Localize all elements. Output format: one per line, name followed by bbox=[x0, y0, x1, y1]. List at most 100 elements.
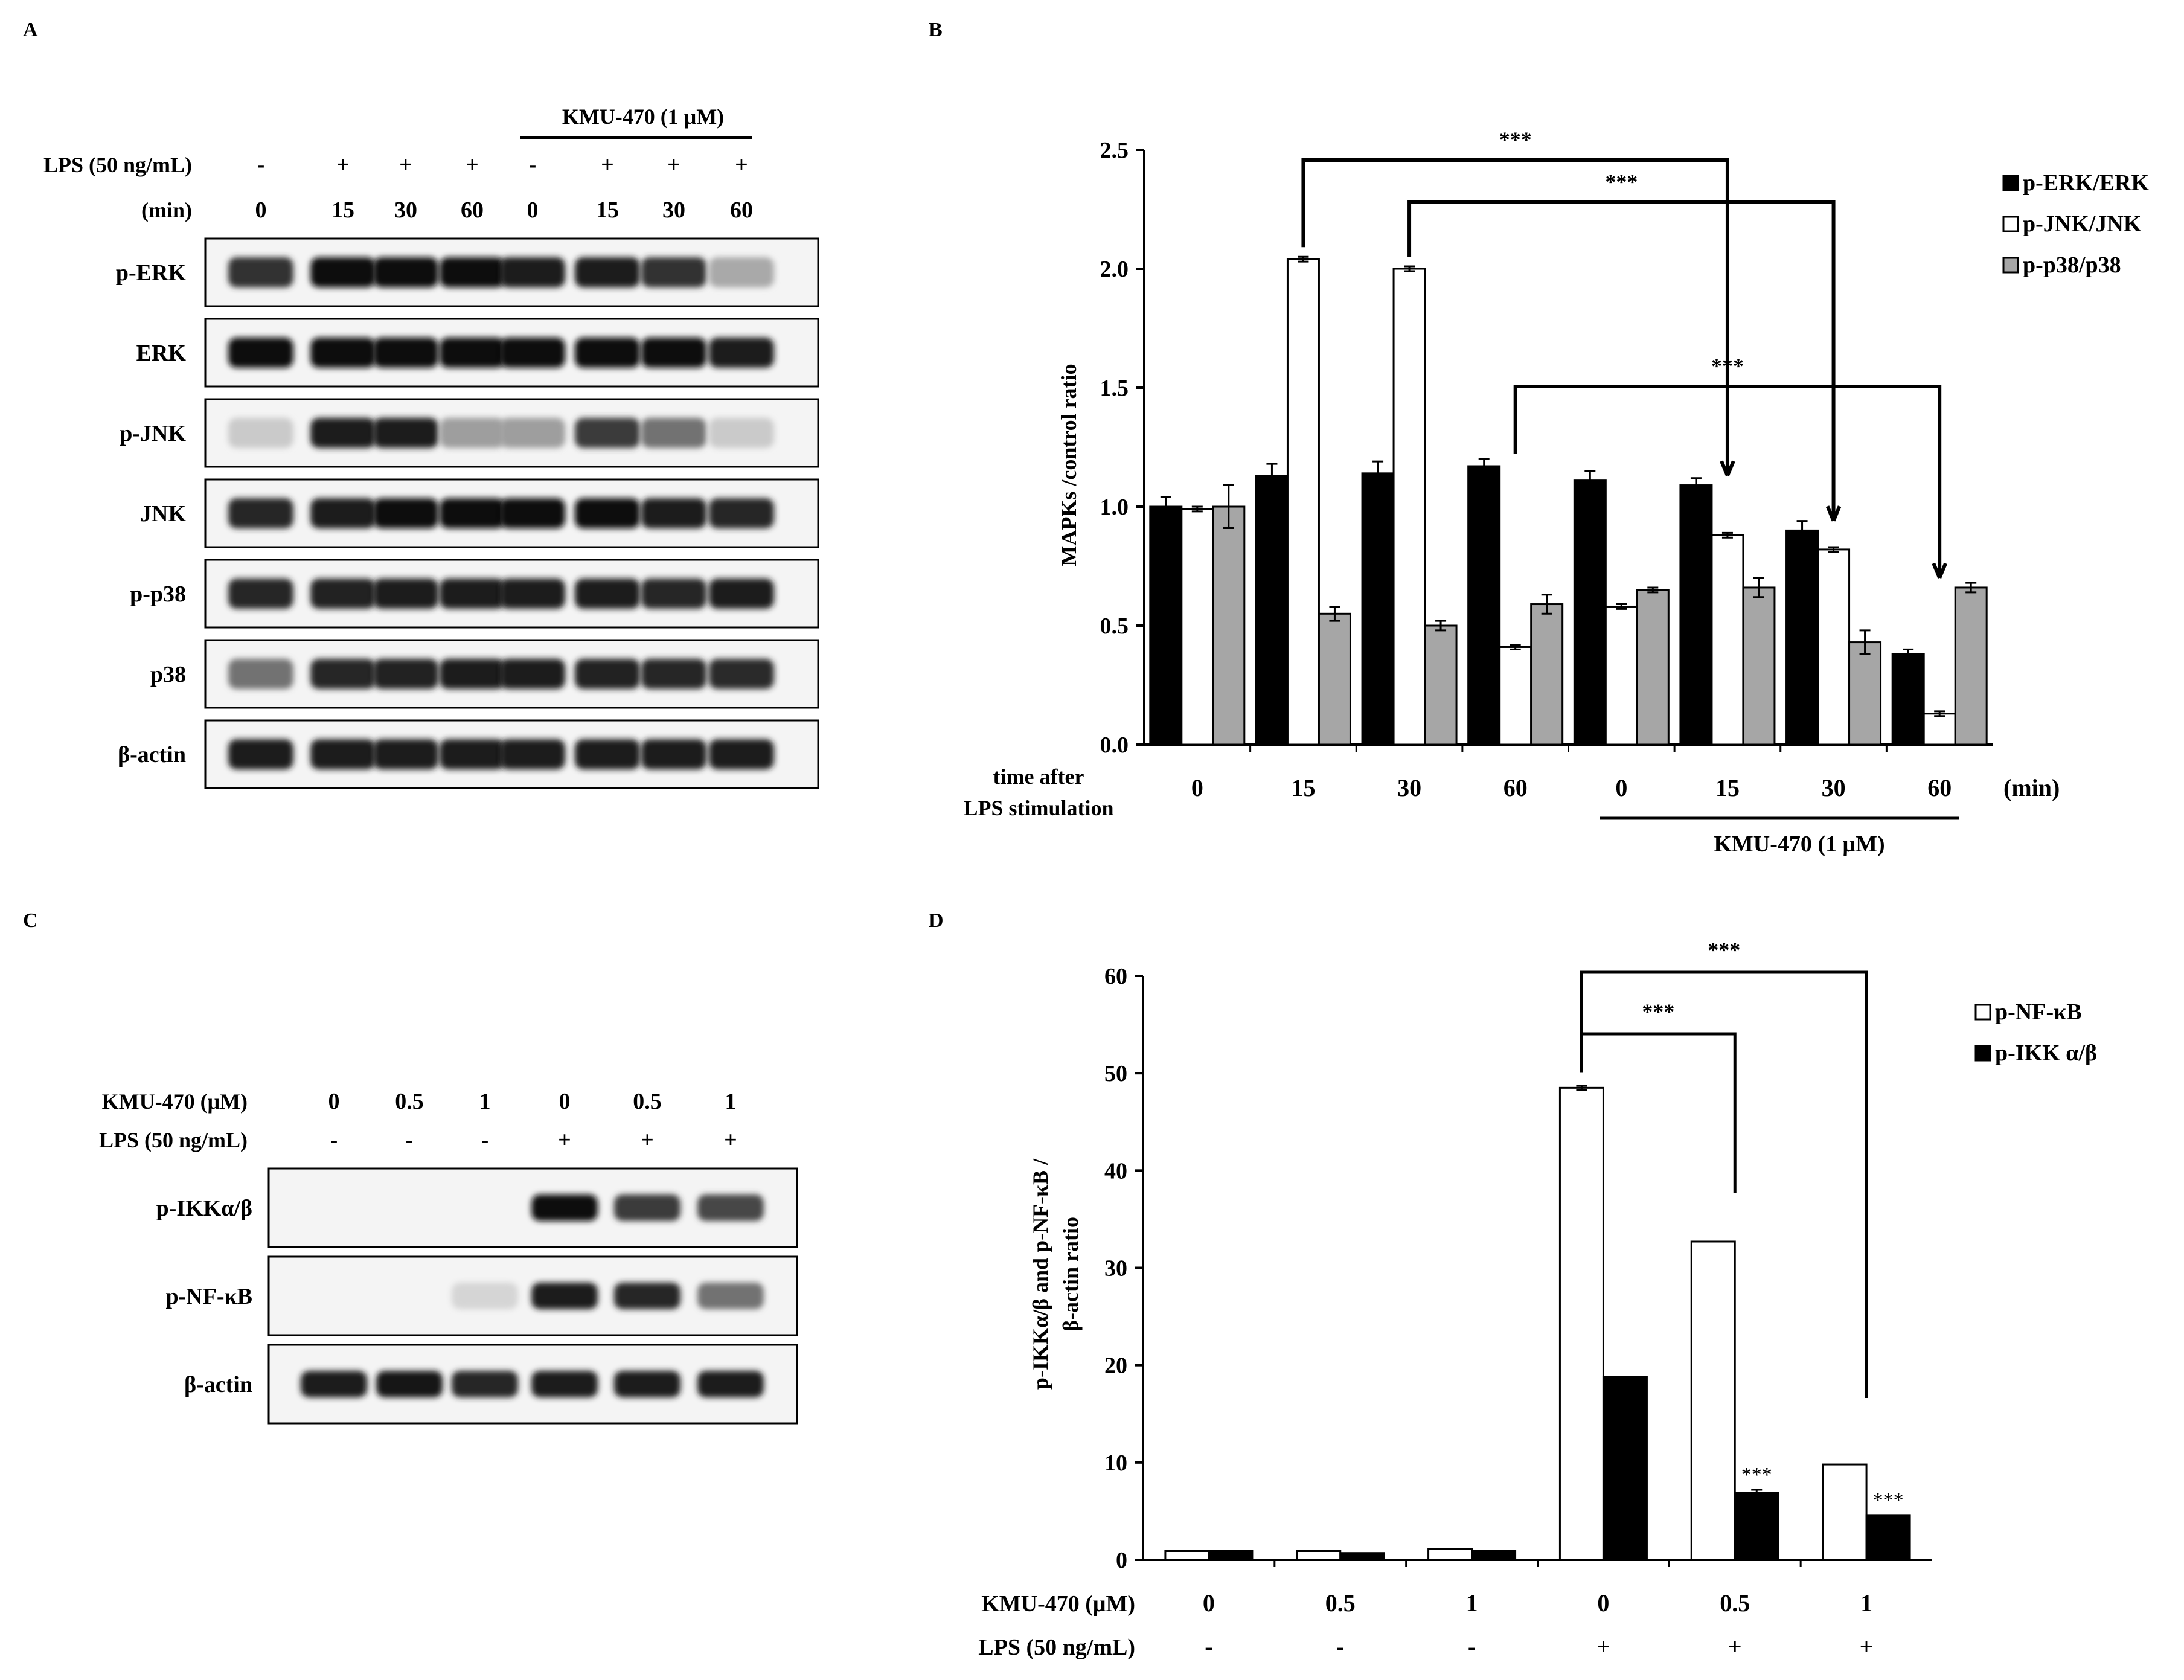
bar-p-jnk-jnk bbox=[1180, 508, 1214, 746]
blot-band bbox=[709, 257, 774, 287]
panel-label-d: D bbox=[929, 909, 944, 932]
chart-d-lps-sign: - bbox=[1468, 1633, 1476, 1660]
blot-c-header: 0 0.5 1 0 0.5 1 - - - + + + bbox=[328, 1089, 737, 1153]
significance-label: *** bbox=[1499, 127, 1532, 152]
legend-label: p-ERK/ERK bbox=[2023, 170, 2149, 196]
bar-p-erk-erk bbox=[1573, 479, 1607, 746]
chart-d-lps-sign: + bbox=[1728, 1633, 1742, 1660]
bar-p-nf-b bbox=[1558, 1086, 1604, 1561]
blot-band bbox=[500, 338, 565, 368]
chart-d-lps-row-label: LPS (50 ng/mL) bbox=[978, 1635, 1135, 1660]
bar-p-ikk- bbox=[1602, 1376, 1648, 1561]
blot-band bbox=[373, 257, 438, 287]
chart-b-ylabel: MAPKs /control ratio bbox=[1057, 364, 1081, 566]
significance-arrow bbox=[1938, 562, 1947, 579]
x-tick-label: 60 bbox=[1927, 774, 1952, 801]
bar-p-jnk-jnk bbox=[1286, 258, 1320, 746]
blot-band bbox=[575, 739, 640, 769]
bar-p-nf-b bbox=[1427, 1548, 1473, 1561]
bar-p-jnk-jnk bbox=[1711, 534, 1744, 746]
blot-band bbox=[614, 1283, 680, 1309]
blot-a-lps-label: LPS (50 ng/mL) bbox=[43, 153, 192, 177]
legend-label: p-JNK/JNK bbox=[2023, 211, 2142, 237]
significance-label: *** bbox=[1642, 999, 1674, 1024]
blot-band bbox=[310, 418, 376, 448]
legend-label: p-IKK α/β bbox=[1995, 1040, 2097, 1066]
blot-a-min-value: 15 bbox=[596, 197, 619, 223]
bar-p-p38-p38 bbox=[1636, 589, 1670, 746]
significance-arrow bbox=[1831, 505, 1842, 522]
blot-band bbox=[500, 579, 565, 609]
chart-b-kmu-label: KMU-470 (1 μM) bbox=[1714, 832, 1885, 857]
blot-row-label: p-IKKα/β bbox=[156, 1196, 252, 1221]
blot-band bbox=[500, 418, 565, 448]
chart-d-kmu-row-label: KMU-470 (μM) bbox=[981, 1591, 1135, 1617]
blot-band bbox=[373, 739, 438, 769]
chart-d-bars bbox=[1164, 1085, 1911, 1561]
bar-p-ikk- bbox=[1208, 1550, 1254, 1561]
x-tick-label: 15 bbox=[1291, 774, 1315, 801]
blot-row-label: p-NF-κB bbox=[165, 1284, 252, 1309]
blot-c-rows: p-IKKα/β p-NF-κB β-actin bbox=[156, 1167, 798, 1425]
blot-band bbox=[697, 1283, 764, 1309]
blot-c-kmu-value: 0.5 bbox=[395, 1089, 424, 1114]
blot-a-min-value: 30 bbox=[662, 197, 685, 223]
blot-band bbox=[641, 498, 706, 528]
significance-label: *** bbox=[1708, 938, 1740, 962]
bar-p-jnk-jnk bbox=[1604, 605, 1638, 746]
bar-p-jnk-jnk bbox=[1499, 646, 1532, 746]
legend-swatch bbox=[1974, 1004, 1991, 1021]
legend-label: p-NF-κB bbox=[1995, 999, 2082, 1025]
blot-c-lps-sign: - bbox=[481, 1127, 489, 1153]
significance-bracket bbox=[1407, 200, 1836, 520]
bar-p-jnk-jnk bbox=[1392, 268, 1426, 746]
blot-a-rows: p-ERK ERK p-JNK JNK p-p38 p38 β-actin bbox=[116, 237, 819, 789]
blot-band bbox=[373, 498, 438, 528]
significance-arrow bbox=[1932, 562, 1941, 579]
x-tick-label: 0 bbox=[1615, 774, 1627, 801]
chart-d-kmu-value: 0 bbox=[1203, 1589, 1215, 1617]
chart-d-kmu-value: 0.5 bbox=[1720, 1589, 1750, 1617]
blot-band bbox=[575, 418, 640, 448]
blot-c-kmu-value: 1 bbox=[479, 1089, 491, 1114]
bar-p-p38-p38 bbox=[1318, 612, 1351, 746]
blot-c-kmu-value: 1 bbox=[725, 1089, 737, 1114]
blot-c-lps-sign: - bbox=[406, 1127, 414, 1153]
y-tick-label: 0.0 bbox=[1100, 733, 1129, 758]
blot-a-min-value: 30 bbox=[394, 197, 417, 223]
blot-row-label: p-ERK bbox=[116, 260, 187, 286]
blot-c-lps-sign: + bbox=[558, 1127, 571, 1153]
chart-b: MAPKs /control ratio 0.00.51.01.52.02.50… bbox=[963, 127, 2149, 857]
blot-band bbox=[452, 1371, 518, 1397]
bar-p-nf-b bbox=[1822, 1463, 1868, 1561]
blot-band bbox=[228, 579, 293, 609]
significance-arrow bbox=[1726, 460, 1735, 476]
blot-band bbox=[500, 739, 565, 769]
blot-band bbox=[310, 338, 376, 368]
blot-band bbox=[697, 1371, 764, 1397]
blot-band bbox=[641, 418, 706, 448]
blot-band bbox=[310, 739, 376, 769]
blot-c-lps-label: LPS (50 ng/mL) bbox=[99, 1128, 248, 1152]
bar-p-ikk- bbox=[1865, 1514, 1911, 1561]
blot-band bbox=[440, 659, 505, 689]
blot-band bbox=[709, 498, 774, 528]
blot-row-label: β-actin bbox=[184, 1372, 252, 1397]
significance-bracket bbox=[1301, 158, 1729, 475]
blot-band bbox=[373, 418, 438, 448]
blot-a-lps-sign: + bbox=[667, 152, 680, 178]
blot-band bbox=[440, 739, 505, 769]
blot-a-min-value: 60 bbox=[730, 197, 753, 223]
blot-band bbox=[500, 659, 565, 689]
blot-a-kmu-label: KMU-470 (1 μM) bbox=[562, 104, 724, 129]
blot-band bbox=[697, 1194, 764, 1221]
blot-band bbox=[531, 1371, 598, 1397]
blot-band bbox=[575, 338, 640, 368]
blot-band bbox=[641, 257, 706, 287]
blot-row-label: p38 bbox=[150, 662, 186, 687]
blot-row-label: β-actin bbox=[118, 742, 186, 768]
chart-d-kmu-value: 0.5 bbox=[1325, 1589, 1356, 1617]
bar-p-p38-p38 bbox=[1848, 641, 1882, 746]
blot-band bbox=[301, 1371, 367, 1397]
